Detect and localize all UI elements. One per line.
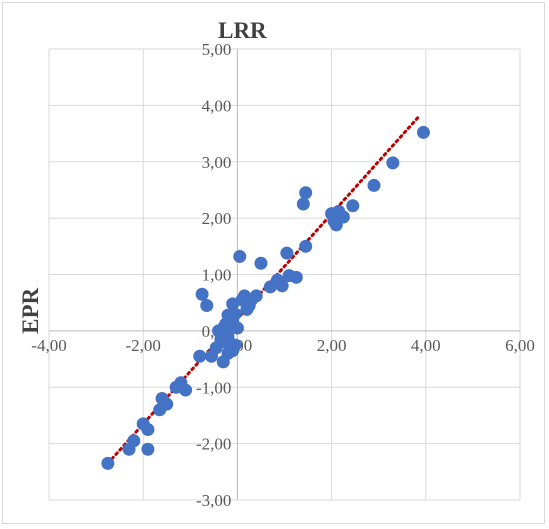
y-tick-label: 4,00 [202, 96, 232, 115]
chart-frame: 5,004,003,002,001,000,00-1,00-2,00-3,00-… [2, 2, 545, 524]
x-tick-label: 4,00 [411, 336, 441, 355]
x-tick-label: 2,00 [317, 336, 347, 355]
data-point [263, 280, 277, 294]
y-tick-label: 1,00 [202, 266, 232, 285]
y-tick-label: -3,00 [196, 491, 231, 510]
data-point [280, 246, 294, 260]
y-tick-label: -2,00 [196, 435, 231, 454]
data-point [200, 299, 214, 313]
data-points [101, 125, 430, 470]
data-point [122, 442, 136, 456]
tick-labels: 5,004,003,002,001,000,00-1,00-2,00-3,00-… [31, 40, 535, 510]
data-point [226, 297, 240, 311]
data-point [204, 349, 218, 363]
y-tick-label: 3,00 [202, 153, 232, 172]
x-axis-title: LRR [218, 18, 267, 43]
data-point [386, 156, 400, 170]
data-point [254, 256, 268, 270]
data-point [155, 392, 169, 406]
data-point [325, 207, 339, 221]
data-point [299, 186, 313, 200]
grid-lines [48, 48, 521, 501]
data-point [282, 269, 296, 283]
data-point [101, 456, 115, 470]
x-tick-label: -4,00 [31, 336, 66, 355]
x-tick-label: 6,00 [505, 336, 535, 355]
data-point [169, 380, 183, 394]
data-point [367, 178, 381, 192]
y-tick-label: 2,00 [202, 209, 232, 228]
data-point [329, 218, 343, 232]
y-tick-label: -1,00 [196, 378, 231, 397]
data-point [216, 355, 230, 369]
data-point [296, 197, 310, 211]
data-point [195, 287, 209, 301]
data-point [141, 442, 155, 456]
data-point [416, 125, 430, 139]
data-point [193, 349, 207, 363]
y-tick-label: 5,00 [202, 40, 232, 59]
data-point [299, 239, 313, 253]
data-point [346, 199, 360, 213]
data-point [136, 417, 150, 431]
y-axis-title: EPR [18, 287, 43, 333]
scatter-chart: 5,004,003,002,001,000,00-1,00-2,00-3,00-… [18, 18, 535, 510]
data-point [233, 249, 247, 263]
data-point [153, 403, 167, 417]
x-tick-label: -2,00 [125, 336, 160, 355]
